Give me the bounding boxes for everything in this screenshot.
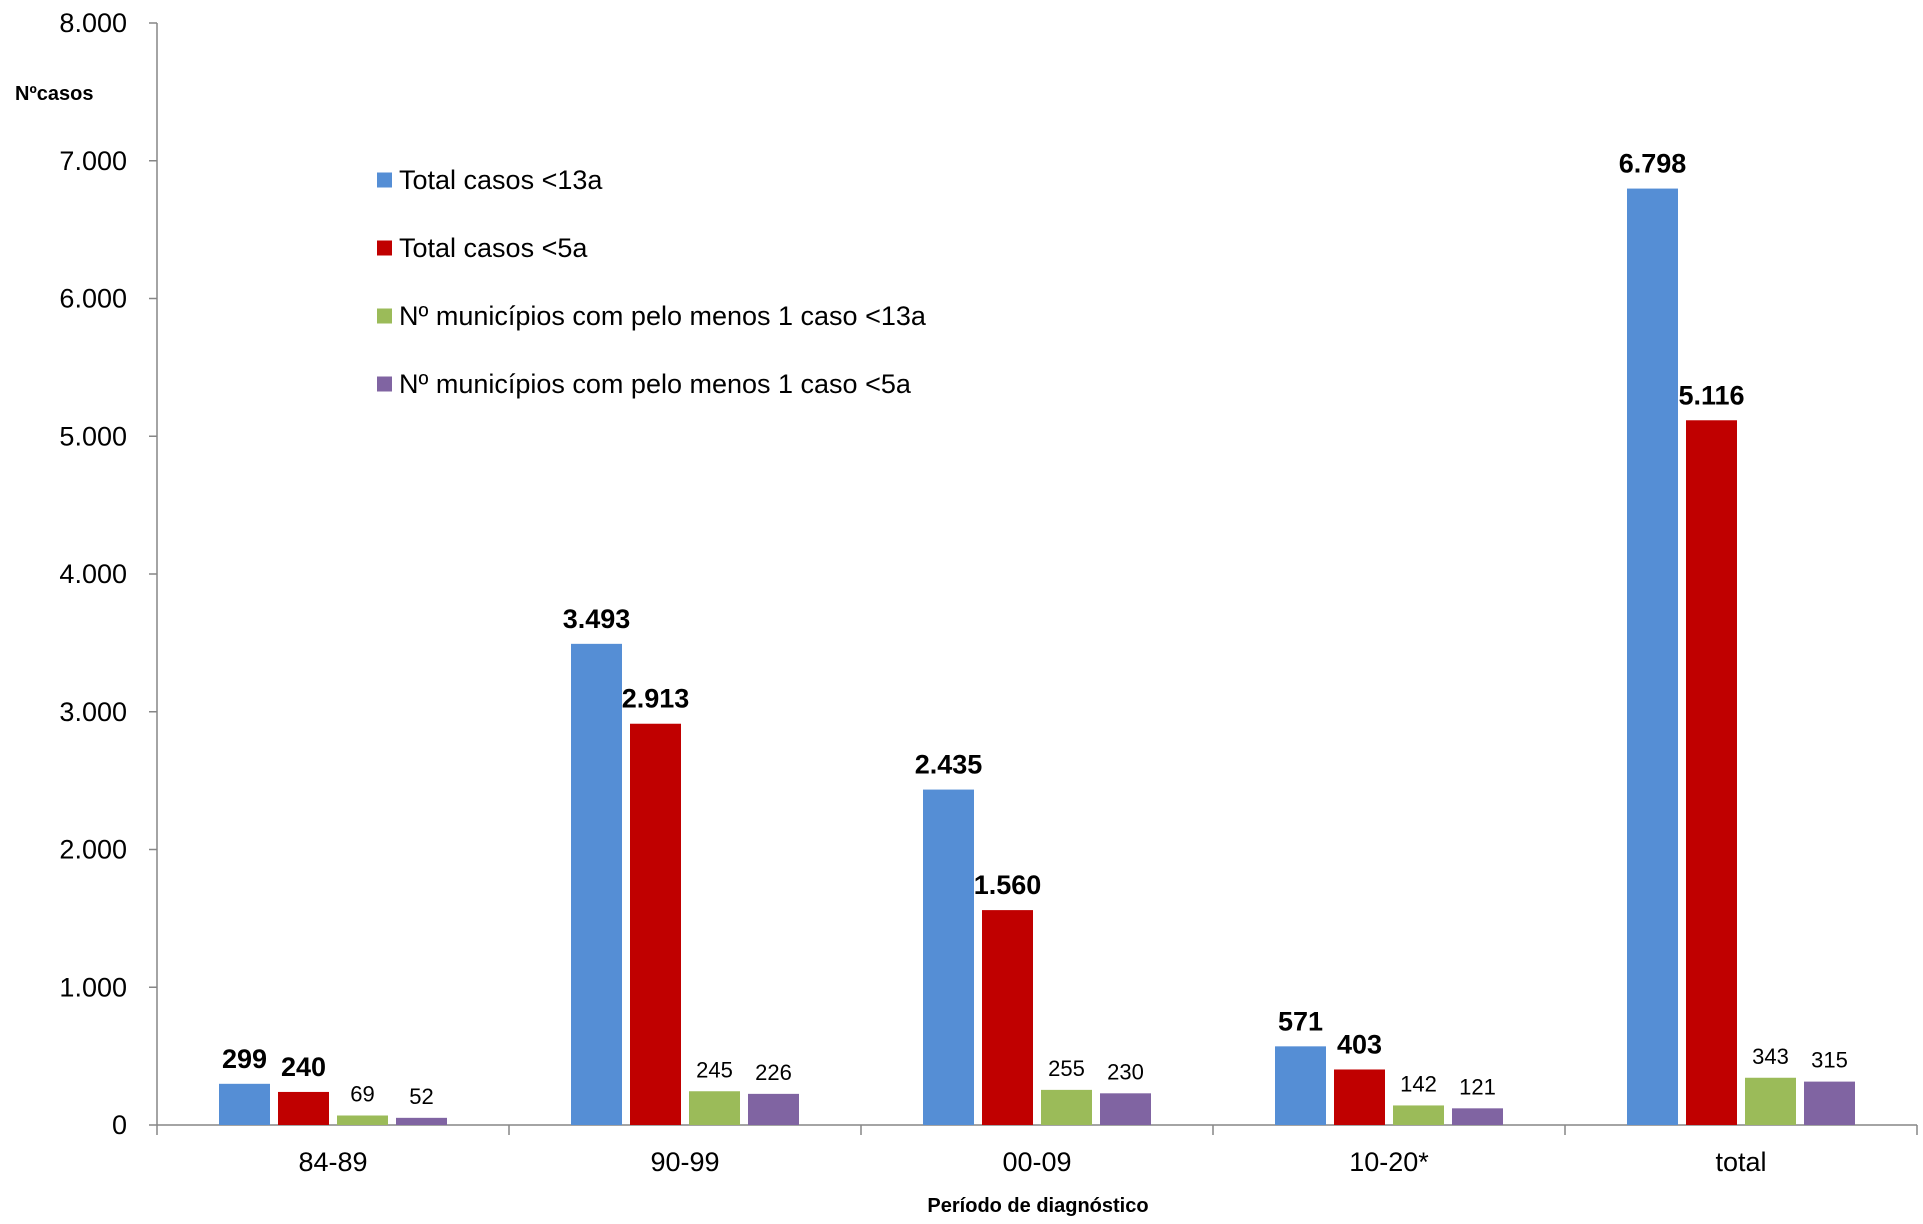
bar	[337, 1115, 388, 1125]
y-tick-label: 3.000	[59, 697, 127, 727]
bar	[1686, 420, 1737, 1125]
legend-label: Nº municípios com pelo menos 1 caso <5a	[399, 369, 912, 399]
data-label: 69	[350, 1081, 374, 1106]
bar	[1100, 1093, 1151, 1125]
data-label: 571	[1278, 1006, 1323, 1036]
y-tick-label: 5.000	[59, 421, 127, 451]
bar	[1041, 1089, 1092, 1125]
bar	[278, 1091, 329, 1125]
bar	[1627, 188, 1678, 1125]
bar	[689, 1091, 740, 1125]
bar	[396, 1117, 447, 1125]
data-label: 245	[696, 1057, 733, 1082]
data-label: 121	[1459, 1074, 1496, 1099]
x-tick-label: 90-99	[650, 1147, 719, 1177]
data-label: 142	[1400, 1071, 1437, 1096]
y-tick-label: 2.000	[59, 835, 127, 865]
bar	[630, 723, 681, 1125]
x-tick-label: 84-89	[298, 1147, 367, 1177]
legend-label: Total casos <13a	[399, 165, 603, 195]
y-tick-label: 6.000	[59, 284, 127, 314]
data-label: 255	[1048, 1056, 1085, 1081]
y-tick-label: 7.000	[59, 146, 127, 176]
data-label: 6.798	[1619, 149, 1687, 179]
data-label: 52	[409, 1084, 433, 1109]
bar	[1452, 1108, 1503, 1125]
y-axis-title: Nºcasos	[15, 83, 93, 105]
bar	[1334, 1069, 1385, 1125]
legend-label: Total casos <5a	[399, 233, 588, 263]
bar	[982, 910, 1033, 1125]
legend-swatch	[377, 240, 392, 256]
bar	[219, 1083, 270, 1125]
data-label: 403	[1337, 1029, 1382, 1059]
data-label: 5.116	[1678, 380, 1744, 410]
data-label: 226	[755, 1060, 792, 1085]
y-tick-label: 1.000	[59, 972, 127, 1002]
legend: Total casos <13a Total casos <5a Nº municí…	[377, 165, 927, 399]
bar	[1745, 1077, 1796, 1125]
bar	[748, 1093, 799, 1125]
legend-swatch	[377, 376, 392, 392]
data-label: 230	[1107, 1059, 1144, 1084]
x-tick-label: total	[1715, 1147, 1766, 1177]
x-tick-label: 10-20*	[1349, 1147, 1429, 1177]
data-label: 2.435	[915, 750, 983, 780]
legend-swatch	[377, 308, 392, 324]
data-label: 240	[281, 1052, 326, 1082]
bar	[1804, 1081, 1855, 1125]
data-label: 299	[222, 1044, 267, 1074]
data-label: 1.560	[974, 870, 1042, 900]
bar	[923, 789, 974, 1125]
data-label: 343	[1752, 1044, 1789, 1069]
legend-swatch	[377, 172, 392, 188]
bar	[1393, 1105, 1444, 1125]
y-tick-label: 0	[112, 1110, 127, 1140]
data-label: 3.493	[563, 604, 631, 634]
bars	[219, 188, 1855, 1125]
legend-label: Nº municípios com pelo menos 1 caso <13a	[399, 301, 927, 331]
data-label: 2.913	[622, 684, 690, 714]
bar	[571, 643, 622, 1125]
data-label: 315	[1811, 1048, 1848, 1073]
axes: 0 1.000 2.000 3.000 4.000 5.000 6.000 7.000 8.00…	[59, 8, 1918, 1177]
y-tick-label: 4.000	[59, 559, 127, 589]
x-axis-title: Período de diagnóstico	[927, 1195, 1148, 1217]
x-tick-label: 00-09	[1002, 1147, 1071, 1177]
y-tick-label: 8.000	[59, 8, 127, 38]
bar	[1275, 1046, 1326, 1125]
data-labels: 299 3.493 2.435 571 6.798 240 2.913 1.560 403 5.1…	[222, 149, 1848, 1109]
